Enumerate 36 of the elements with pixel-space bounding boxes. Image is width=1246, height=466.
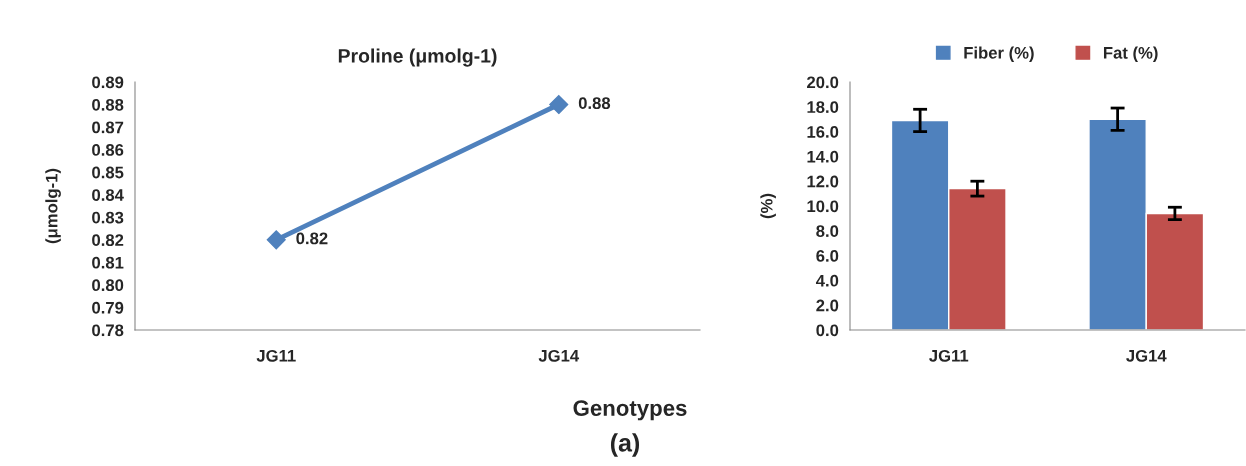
y-tick-label: 0.79 <box>92 301 124 314</box>
x-tick-label: JG11 <box>929 349 969 362</box>
y-tick-label: 0.0 <box>816 324 839 337</box>
y-axis-title: (%) <box>760 193 776 219</box>
x-tick-label: JG11 <box>256 349 296 362</box>
y-tick-label: 0.86 <box>92 144 124 156</box>
legend-label: Fat (%) <box>1103 46 1158 63</box>
y-tick-label: 16.0 <box>807 126 839 138</box>
text: (a) <box>610 433 640 457</box>
y-tick-label: 0.83 <box>92 211 124 224</box>
y-tick-label: 0.87 <box>92 121 124 134</box>
y-tick-label: 0.84 <box>92 189 124 201</box>
y-tick-label: 4.0 <box>815 274 839 287</box>
data-label: 0.88 <box>578 97 611 110</box>
chart-title: Proline (μmolg-1) <box>338 48 497 67</box>
y-tick-label: 0.88 <box>92 98 124 111</box>
x-tick-label: JG14 <box>1126 349 1167 362</box>
y-tick-label: 0.80 <box>92 279 124 292</box>
legend-label: Fiber (%) <box>964 46 1034 63</box>
y-tick-label: 6.0 <box>816 250 839 262</box>
data-label: 0.82 <box>296 232 328 245</box>
y-tick-label: 2.0 <box>816 299 839 312</box>
y-tick-label: 18.0 <box>807 101 839 113</box>
text: Genotypes <box>573 400 687 421</box>
y-tick-label: 0.89 <box>92 76 124 89</box>
y-tick-label: 0.82 <box>92 234 124 247</box>
y-tick-label: 0.81 <box>92 256 124 269</box>
y-tick-label: 10.0 <box>807 200 839 213</box>
y-tick-label: 20.0 <box>807 76 839 89</box>
x-tick-label: JG14 <box>538 349 580 362</box>
y-axis-title: (μmolg-1) <box>45 168 61 244</box>
y-tick-label: 12.0 <box>807 175 839 188</box>
y-tick-label: 8.0 <box>816 225 839 237</box>
y-tick-label: 0.85 <box>92 166 124 179</box>
y-tick-label: 14.0 <box>807 150 839 163</box>
y-tick-label: 0.78 <box>92 324 124 337</box>
